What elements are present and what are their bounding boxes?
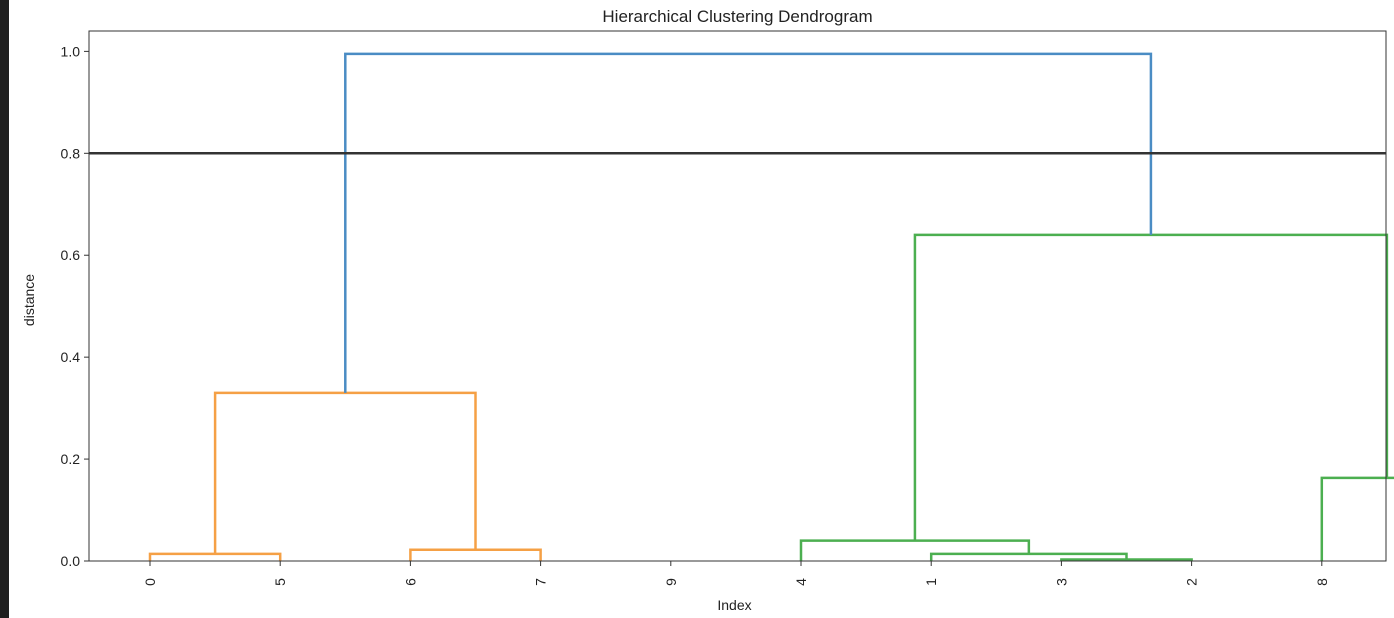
dendrogram-links xyxy=(148,52,1394,561)
leaf-label: 3 xyxy=(1053,578,1069,586)
y-axis: 0.0 0.2 0.4 0.6 0.8 1.0 xyxy=(61,43,89,569)
y-tick-label: 0.2 xyxy=(61,451,81,467)
leaf-label: 2 xyxy=(1184,578,1200,586)
y-tick-label: 0.0 xyxy=(61,553,81,569)
x-axis-label: Index xyxy=(717,597,751,613)
leaf-label: 7 xyxy=(533,578,549,586)
dendrogram-link-1 xyxy=(409,548,542,561)
y-tick-label: 0.6 xyxy=(61,247,81,263)
plot-frame xyxy=(88,30,1387,562)
dendrogram-link-6 xyxy=(1320,476,1394,561)
y-axis-label: distance xyxy=(21,274,37,326)
dendrogram-link-0 xyxy=(148,552,282,561)
dendrogram-link-7 xyxy=(913,233,1389,541)
leaf-label: 9 xyxy=(663,578,679,586)
y-tick-label: 0.8 xyxy=(61,145,81,161)
dendrogram-link-5 xyxy=(799,539,1031,561)
window-edge xyxy=(0,0,9,618)
leaf-label: 4 xyxy=(793,578,809,586)
dendrogram-link-2 xyxy=(213,391,477,554)
leaf-label: 1 xyxy=(923,578,939,586)
leaf-label: 0 xyxy=(142,578,158,586)
x-axis: 0 5 6 7 9 4 1 3 2 8 xyxy=(142,561,1330,586)
leaf-label: 8 xyxy=(1314,578,1330,586)
leaf-label: 5 xyxy=(272,578,288,586)
y-tick-label: 1.0 xyxy=(61,43,81,59)
leaf-label: 6 xyxy=(402,578,418,586)
chart-title: Hierarchical Clustering Dendrogram xyxy=(602,7,872,26)
dendrogram-link-8 xyxy=(344,52,1153,393)
y-tick-label: 0.4 xyxy=(61,349,81,365)
